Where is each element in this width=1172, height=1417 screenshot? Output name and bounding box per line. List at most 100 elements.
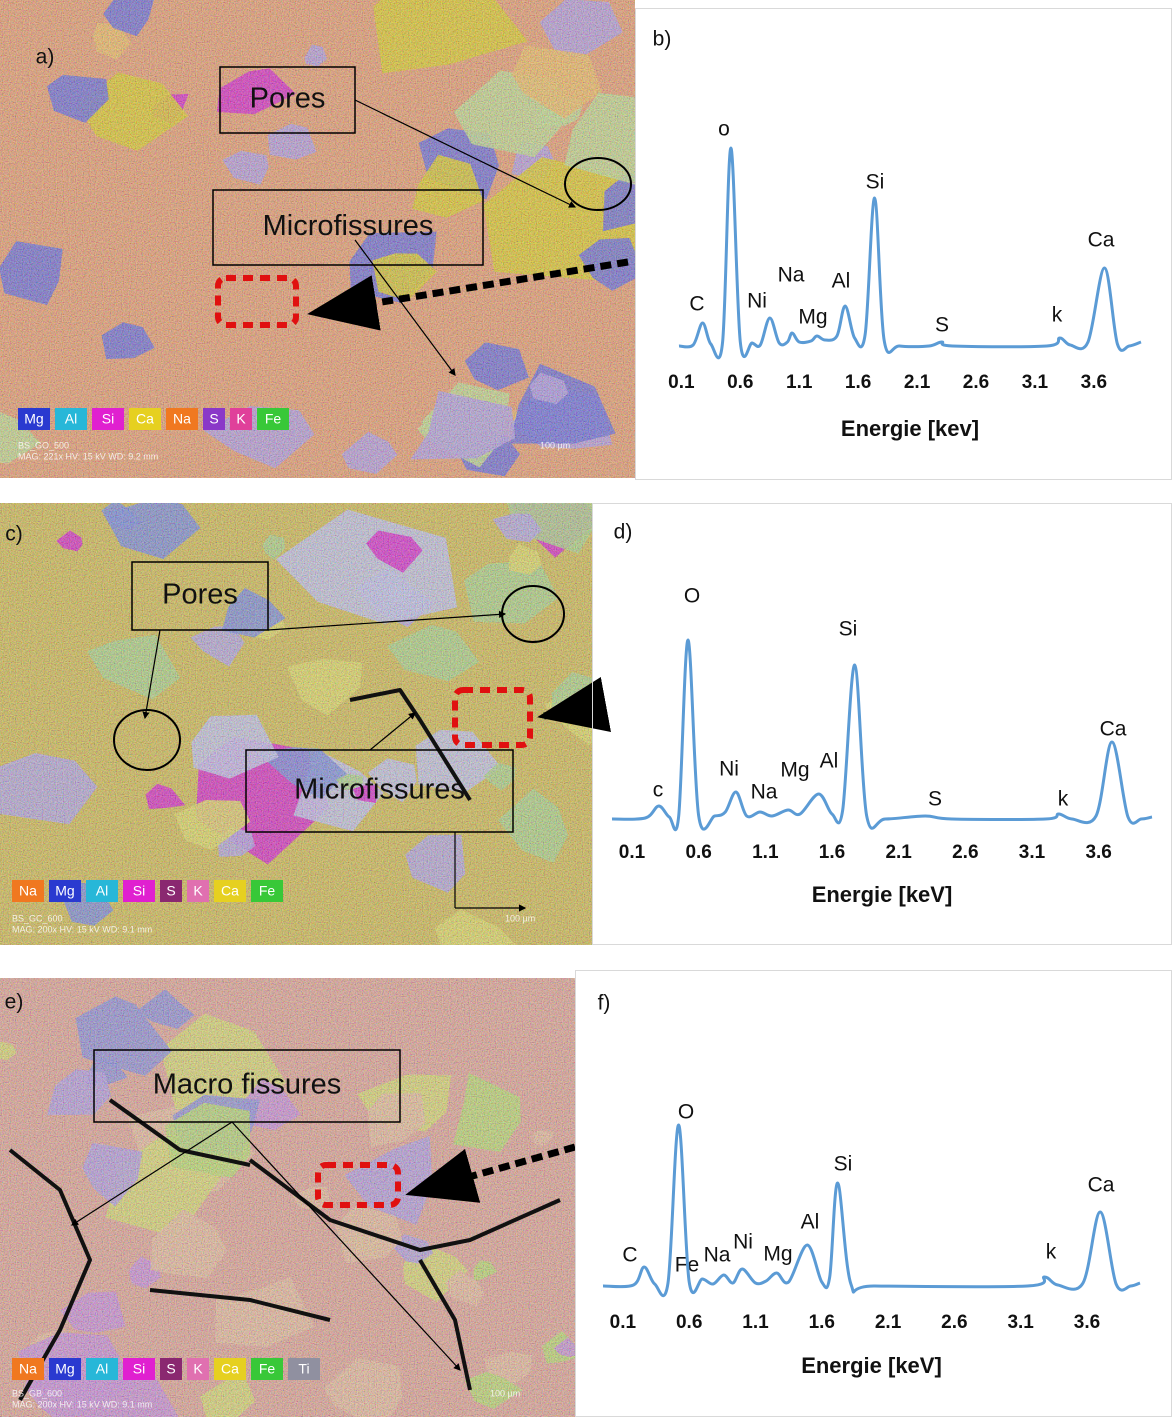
acquisition-info: BS_GC_600 bbox=[12, 913, 63, 923]
element-label: Na bbox=[19, 883, 37, 899]
callout-text: Microfissures bbox=[294, 774, 465, 806]
peak-label: Mg bbox=[780, 759, 809, 782]
callout-text: Microfissures bbox=[263, 210, 434, 242]
element-chip bbox=[251, 880, 283, 902]
element-chip bbox=[55, 408, 87, 430]
x-axis-title: Energie [kev] bbox=[841, 416, 979, 441]
callout-box bbox=[93, 1049, 401, 1123]
element-chip bbox=[123, 1358, 155, 1380]
peak-label: Ca bbox=[1100, 718, 1127, 741]
arrow bbox=[354, 99, 577, 208]
spectrum-arrow bbox=[307, 258, 629, 331]
scale-bar-label: 100 µm bbox=[490, 1388, 520, 1398]
element-chip bbox=[160, 1358, 182, 1380]
arrow bbox=[267, 610, 507, 631]
element-chip bbox=[166, 408, 198, 430]
x-tick-label: 0.6 bbox=[676, 1312, 702, 1333]
callout-text: Macro fissures bbox=[153, 1069, 342, 1101]
element-chip bbox=[86, 880, 118, 902]
peak-label: C bbox=[622, 1244, 637, 1267]
arrow bbox=[369, 712, 416, 751]
chart-frame bbox=[575, 970, 1172, 1417]
panel-label: b) bbox=[653, 28, 672, 51]
x-tick-label: 2.6 bbox=[952, 842, 978, 863]
element-chip bbox=[288, 1358, 320, 1380]
callout-text: Pores bbox=[162, 579, 238, 611]
peak-label: O bbox=[684, 585, 700, 608]
element-chip bbox=[86, 1358, 118, 1380]
peak-label: Na bbox=[778, 264, 805, 287]
element-chip bbox=[251, 1358, 283, 1380]
acquisition-info: MAG: 200x HV: 15 kV WD: 9.1 mm bbox=[12, 924, 152, 934]
x-tick-label: 3.6 bbox=[1074, 1312, 1100, 1333]
x-tick-label: 2.1 bbox=[875, 1312, 902, 1333]
analysis-zone bbox=[315, 1162, 401, 1208]
acquisition-info: BS_GO_500 bbox=[18, 440, 69, 450]
x-tick-label: 1.1 bbox=[742, 1312, 769, 1333]
x-tick-label: 0.1 bbox=[668, 372, 695, 393]
x-tick-label: 2.1 bbox=[885, 842, 912, 863]
crack bbox=[108, 1098, 251, 1167]
peak-label: Ni bbox=[733, 1231, 753, 1254]
x-tick-label: 3.1 bbox=[1022, 372, 1049, 393]
element-chip bbox=[203, 408, 225, 430]
highlight-circle bbox=[113, 709, 181, 771]
element-chip bbox=[92, 408, 124, 430]
element-label: K bbox=[193, 1361, 203, 1377]
panel-label: a) bbox=[36, 46, 55, 69]
element-label: K bbox=[193, 883, 203, 899]
panel-label: c) bbox=[5, 523, 23, 546]
element-chip bbox=[129, 408, 161, 430]
element-label: Mg bbox=[55, 1361, 74, 1377]
x-tick-label: 1.6 bbox=[809, 1312, 835, 1333]
analysis-zone bbox=[215, 275, 299, 328]
peak-label: Mg bbox=[798, 306, 827, 329]
x-tick-label: 2.1 bbox=[904, 372, 931, 393]
element-label: Al bbox=[96, 1361, 108, 1377]
element-label: Si bbox=[133, 1361, 145, 1377]
highlight-circle bbox=[564, 157, 632, 211]
element-chip bbox=[123, 880, 155, 902]
peak-label: Ni bbox=[719, 758, 739, 781]
x-tick-label: 1.1 bbox=[786, 372, 813, 393]
peak-label: c bbox=[653, 779, 664, 802]
crack bbox=[349, 688, 472, 802]
callout-text: Pores bbox=[250, 83, 326, 115]
micrograph bbox=[0, 503, 592, 945]
element-chip bbox=[214, 1358, 246, 1380]
peak-label: Al bbox=[801, 1211, 820, 1234]
element-label: Ca bbox=[221, 1361, 239, 1377]
element-chip bbox=[230, 408, 252, 430]
speckle bbox=[0, 503, 592, 945]
element-label: Ca bbox=[221, 883, 239, 899]
crack bbox=[149, 1288, 331, 1322]
micrograph bbox=[0, 978, 575, 1417]
element-label: S bbox=[166, 883, 175, 899]
element-chip bbox=[12, 880, 44, 902]
peak-label: Na bbox=[704, 1244, 731, 1267]
arrow bbox=[354, 239, 456, 376]
speckle bbox=[0, 978, 575, 1417]
x-tick-label: 3.6 bbox=[1081, 372, 1107, 393]
element-label: Al bbox=[96, 883, 108, 899]
x-tick-label: 1.6 bbox=[845, 372, 871, 393]
x-tick-label: 3.1 bbox=[1019, 842, 1046, 863]
peak-label: O bbox=[678, 1101, 694, 1124]
peak-label: Na bbox=[751, 781, 778, 804]
x-tick-label: 2.6 bbox=[941, 1312, 967, 1333]
element-label: Na bbox=[19, 1361, 37, 1377]
spectrum-line bbox=[602, 1123, 1141, 1298]
element-label: Ca bbox=[136, 411, 154, 427]
spectrum-arrow bbox=[537, 676, 612, 733]
crack bbox=[418, 1258, 472, 1391]
element-chip bbox=[18, 408, 50, 430]
peak-label: Al bbox=[820, 750, 839, 773]
peak-label: S bbox=[928, 788, 942, 811]
element-label: Mg bbox=[24, 411, 43, 427]
peak-label: k bbox=[1046, 1241, 1057, 1264]
spectrum-arrow bbox=[405, 1143, 576, 1203]
peak-label: k bbox=[1058, 788, 1069, 811]
peak-label: C bbox=[689, 293, 704, 316]
element-chip bbox=[160, 880, 182, 902]
